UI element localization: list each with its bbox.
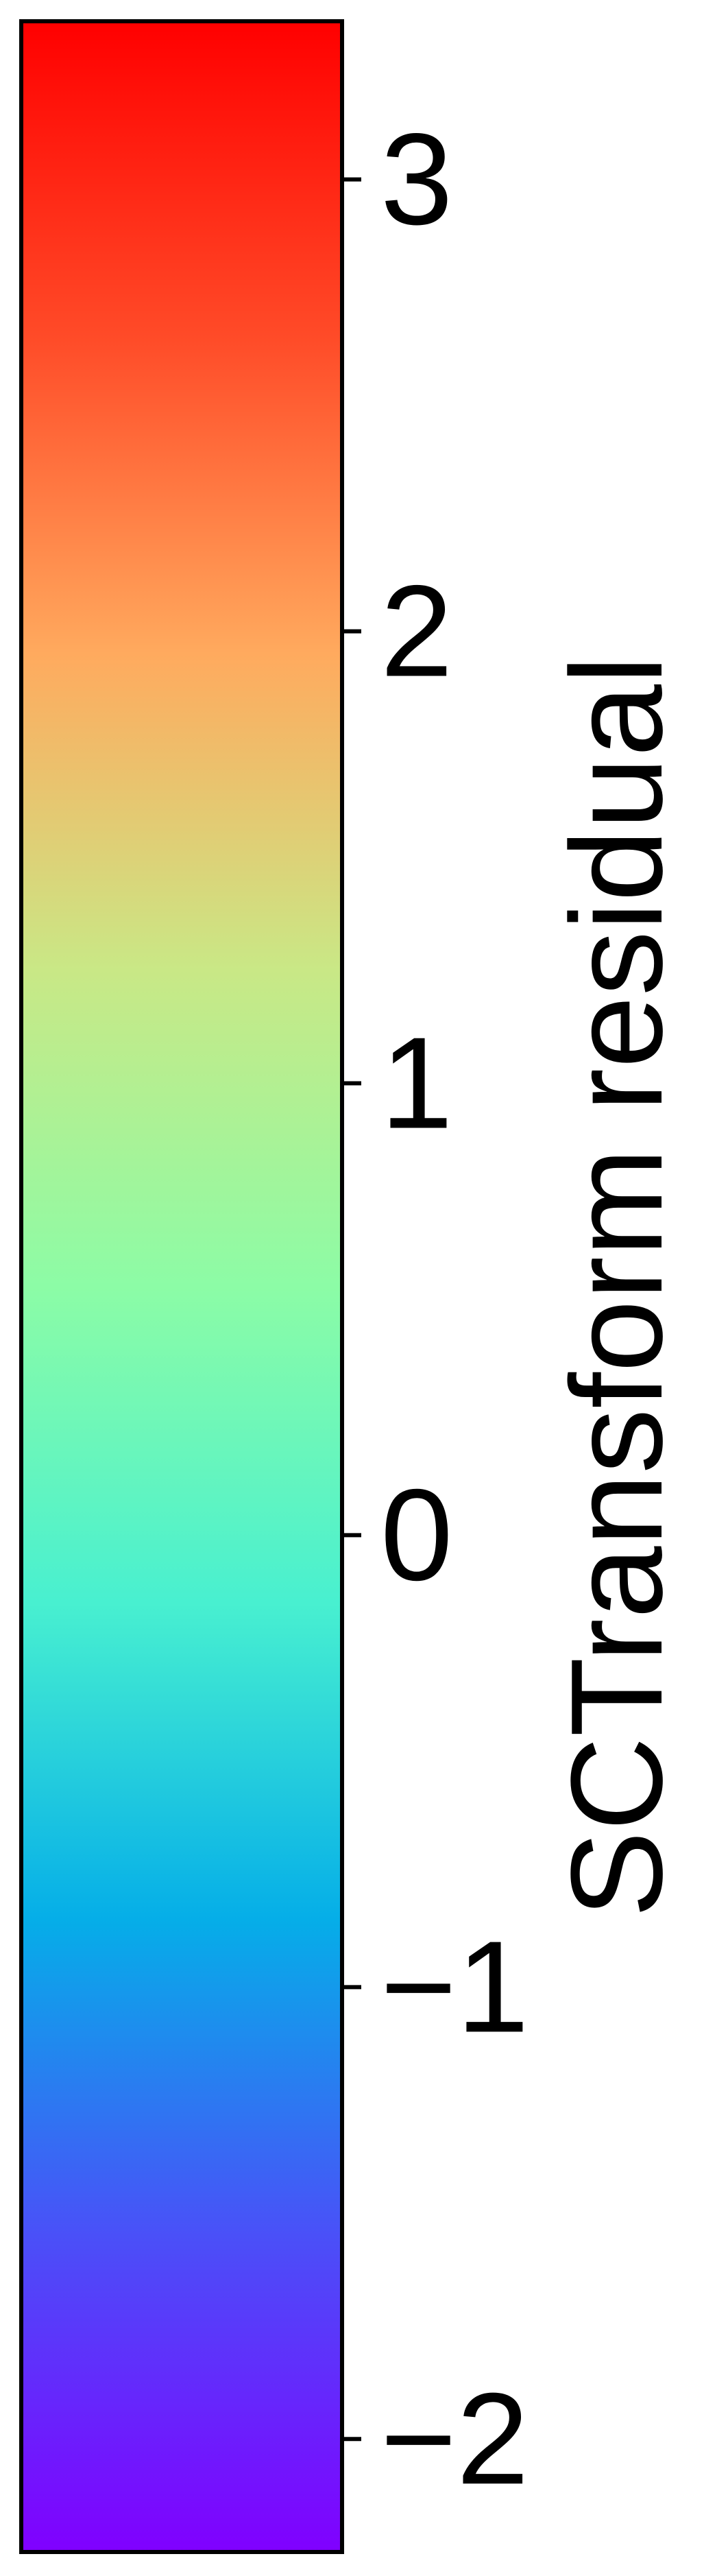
tick-label-5: −2 [380,2366,529,2512]
colorbar-body [19,19,344,2554]
colorbar-axis-label: SCTransform residual [544,656,690,1918]
tick-label-1: 2 [380,559,453,704]
tick-label-2: 1 [380,1010,453,1156]
tick-label-3: 0 [380,1462,453,1608]
colorbar-ticks: 3 2 1 0 −1 −2 [342,107,529,2512]
tick-label-0: 3 [380,107,453,252]
tick-label-4: −1 [380,1914,529,2060]
